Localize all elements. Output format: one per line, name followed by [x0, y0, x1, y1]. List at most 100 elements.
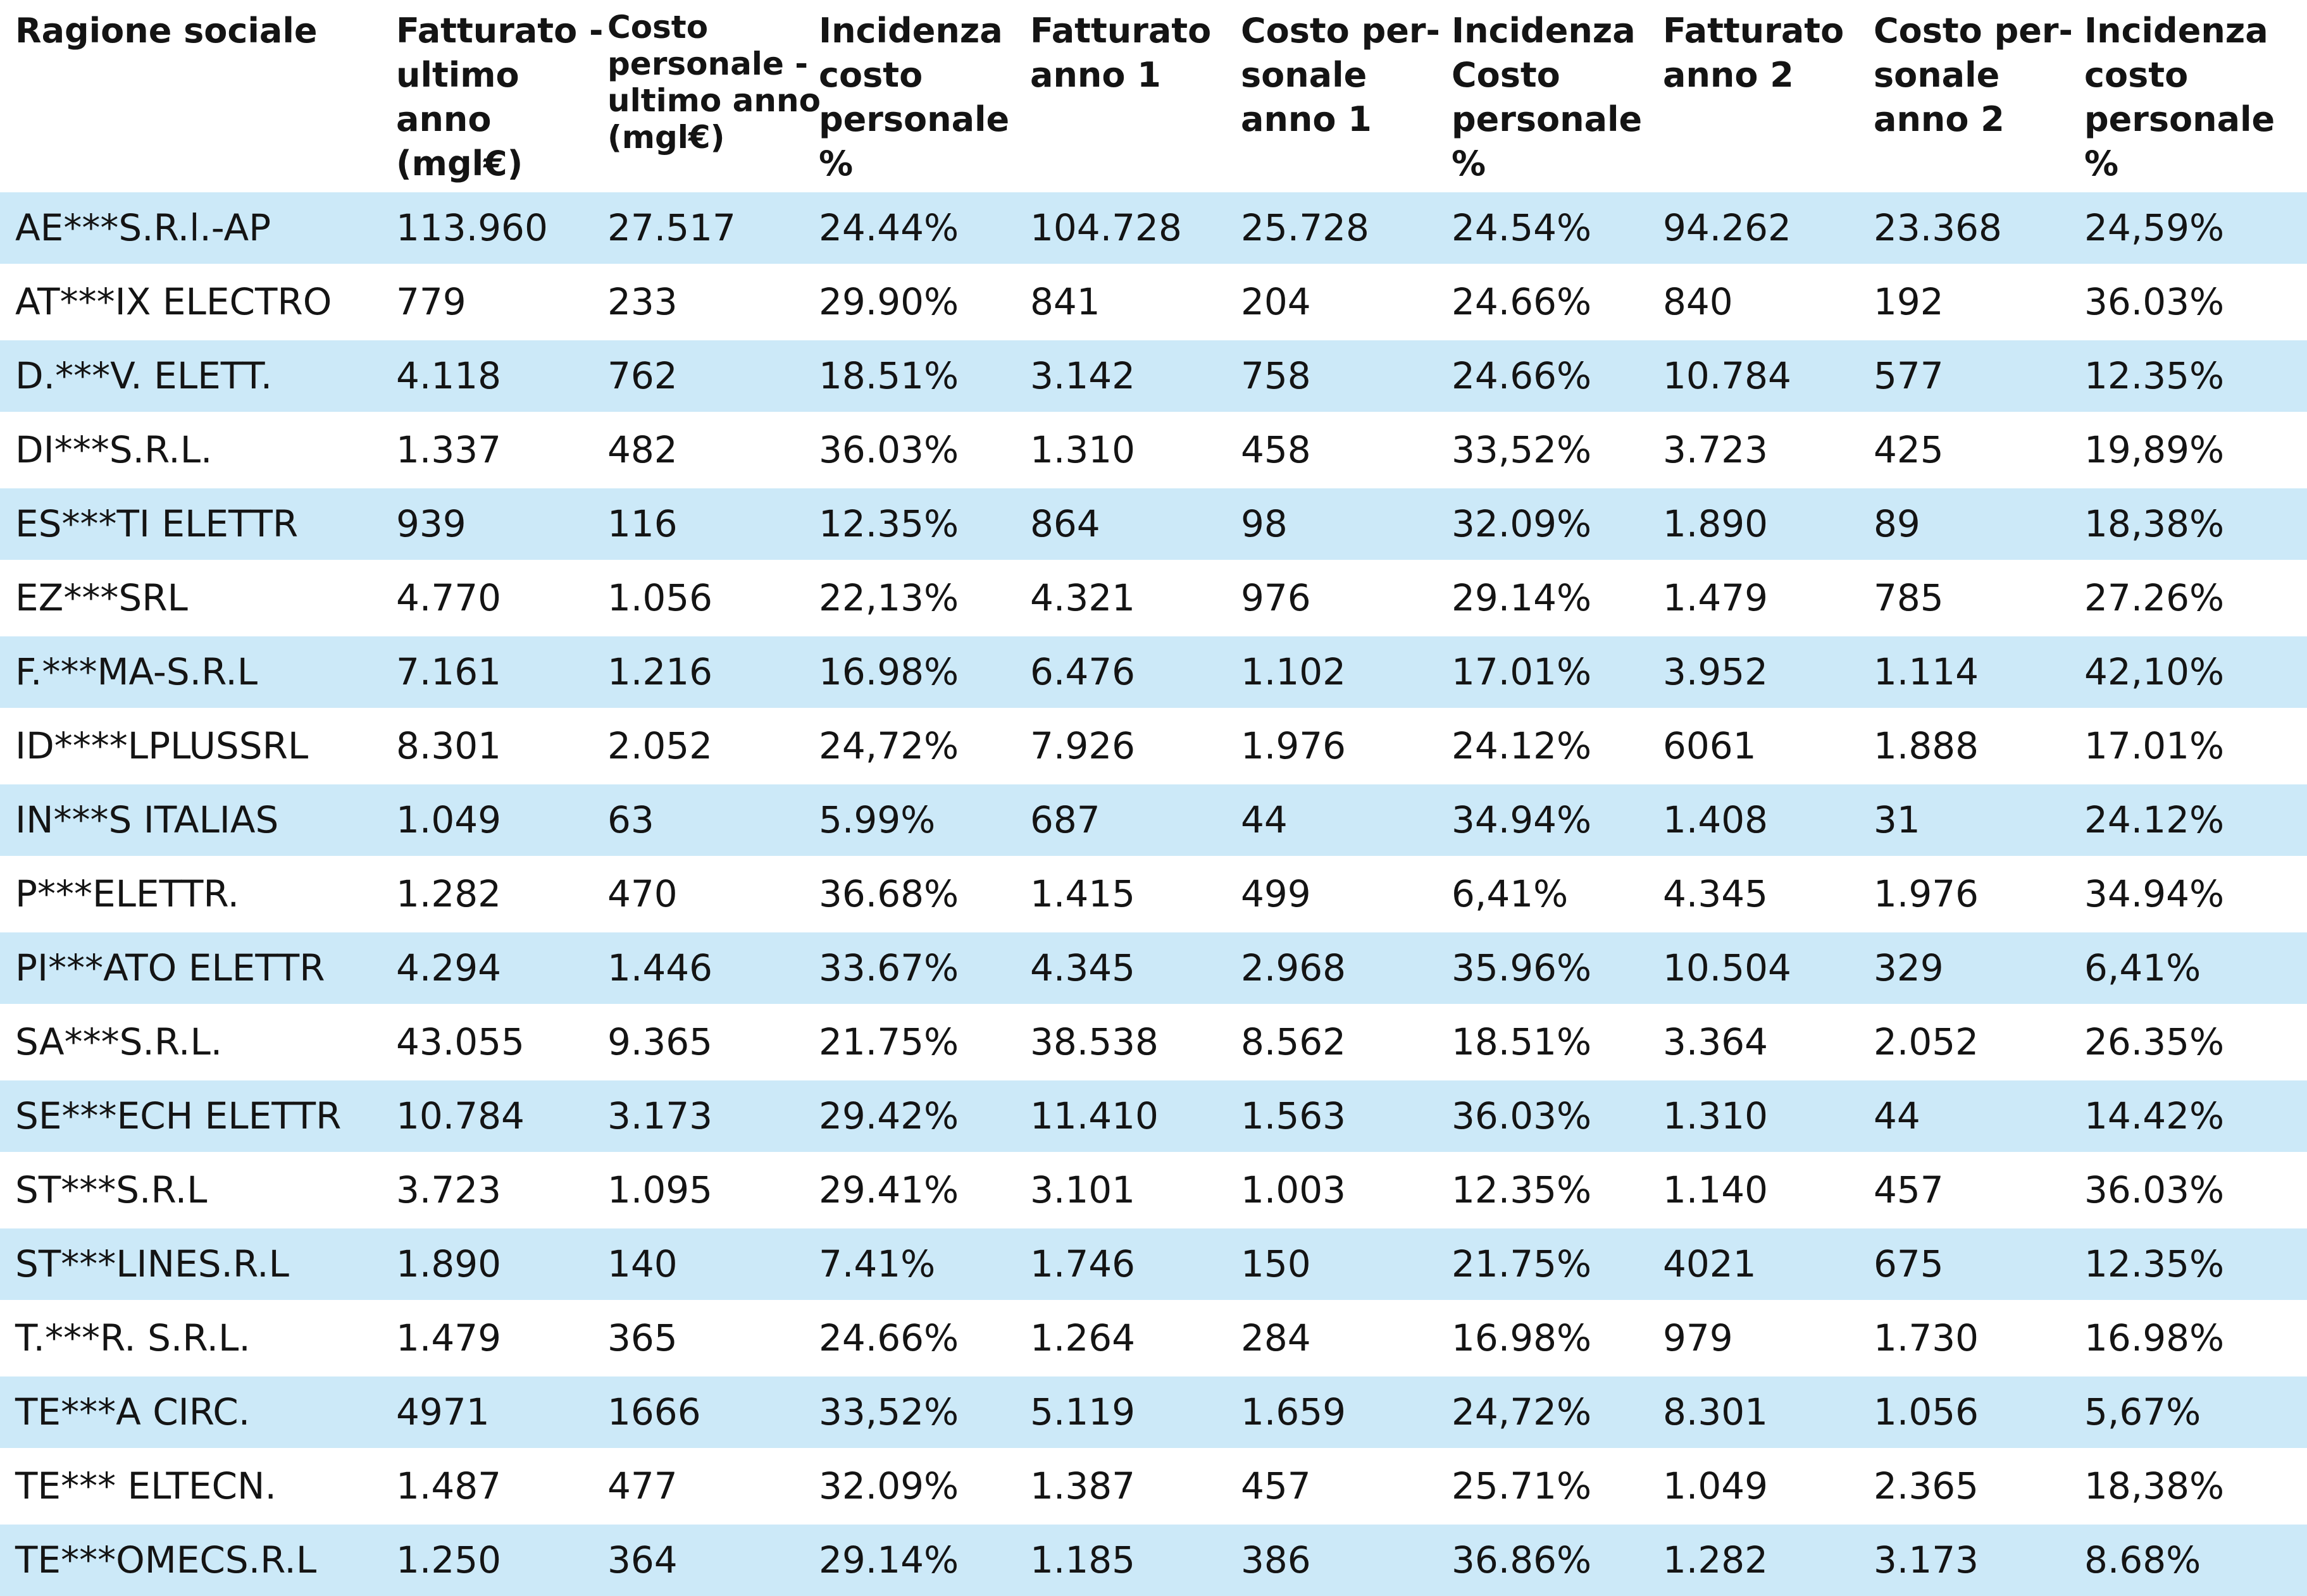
- cell-incidenza-anno-2: 16.98%: [2084, 1316, 2225, 1359]
- cell-costo-personale-anno-2: 577: [1874, 354, 1944, 397]
- cell-incidenza-anno-1: 35.96%: [1452, 946, 1592, 989]
- cell-costo-personale-anno-2: 1.976: [1874, 872, 1979, 915]
- cell-costo-personale-anno-1: 44: [1241, 798, 1288, 841]
- header-ragione-sociale: Ragione sociale: [15, 11, 318, 51]
- table-row: D.***V. ELETT. 4.118 762 18.51% 3.142 758 24.6…: [0, 338, 2307, 412]
- cell-fatturato-ultimo-anno: 4.294: [396, 946, 502, 989]
- cell-incidenza-anno-2: 36.03%: [2084, 1168, 2225, 1211]
- cell-ragione-sociale: EZ***SRL: [15, 576, 188, 619]
- cell-incidenza-ultimo-anno: 24.44%: [819, 206, 959, 249]
- cell-incidenza-anno-1: 24,72%: [1452, 1390, 1592, 1433]
- table-row: SE***ECH ELETTR 10.784 3.173 29.42% 11.410 1.…: [0, 1078, 2307, 1152]
- cell-fatturato-anno-1: 1.746: [1030, 1242, 1136, 1285]
- cell-costo-personale-ultimo-anno: 365: [607, 1316, 678, 1359]
- cell-costo-personale-anno-2: 192: [1874, 280, 1944, 323]
- cell-fatturato-ultimo-anno: 8.301: [396, 724, 502, 767]
- cell-incidenza-ultimo-anno: 7.41%: [819, 1242, 936, 1285]
- cell-fatturato-ultimo-anno: 1.479: [396, 1316, 502, 1359]
- cell-incidenza-anno-1: 25.71%: [1452, 1464, 1592, 1507]
- cell-costo-personale-anno-2: 1.888: [1874, 724, 1979, 767]
- cell-costo-personale-ultimo-anno: 233: [607, 280, 678, 323]
- table-row: ES***TI ELETTR 939 116 12.35% 864 98 32.09% 1.8…: [0, 486, 2307, 560]
- cell-fatturato-anno-1: 864: [1030, 502, 1100, 545]
- cell-fatturato-anno-1: 5.119: [1030, 1390, 1136, 1433]
- cell-fatturato-ultimo-anno: 4.118: [396, 354, 502, 397]
- cell-fatturato-anno-1: 38.538: [1030, 1020, 1159, 1063]
- cell-fatturato-anno-2: 10.784: [1663, 354, 1791, 397]
- cell-fatturato-anno-1: 3.101: [1030, 1168, 1136, 1211]
- table-row: AE***S.R.l.-AP 113.960 27.517 24.44% 104.728…: [0, 190, 2307, 264]
- cell-incidenza-anno-1: 32.09%: [1452, 502, 1592, 545]
- cell-costo-personale-anno-1: 1.102: [1241, 650, 1346, 693]
- cell-fatturato-anno-2: 94.262: [1663, 206, 1791, 249]
- cell-incidenza-ultimo-anno: 36.03%: [819, 428, 959, 471]
- cell-costo-personale-ultimo-anno: 1.095: [607, 1168, 713, 1211]
- header-fatturato-anno-1: Fatturato anno 1: [1030, 11, 1212, 95]
- cell-costo-personale-anno-2: 1.114: [1874, 650, 1979, 693]
- cell-fatturato-anno-2: 3.723: [1663, 428, 1769, 471]
- cell-fatturato-anno-2: 8.301: [1663, 1390, 1769, 1433]
- cell-incidenza-anno-1: 36.86%: [1452, 1538, 1592, 1581]
- cell-fatturato-ultimo-anno: 10.784: [396, 1094, 525, 1137]
- cell-fatturato-anno-1: 1.185: [1030, 1538, 1136, 1581]
- cell-fatturato-anno-1: 3.142: [1030, 354, 1136, 397]
- cell-incidenza-anno-1: 6,41%: [1452, 872, 1569, 915]
- cell-fatturato-anno-2: 1.310: [1663, 1094, 1769, 1137]
- cell-costo-personale-anno-2: 457: [1874, 1168, 1944, 1211]
- cell-costo-personale-ultimo-anno: 140: [607, 1242, 678, 1285]
- cell-costo-personale-anno-2: 425: [1874, 428, 1944, 471]
- cell-fatturato-ultimo-anno: 1.890: [396, 1242, 502, 1285]
- cell-ragione-sociale: ID****LPLUSSRL: [15, 724, 309, 767]
- cell-incidenza-anno-2: 12.35%: [2084, 1242, 2225, 1285]
- cell-costo-personale-anno-1: 386: [1241, 1538, 1311, 1581]
- cell-fatturato-anno-1: 841: [1030, 280, 1100, 323]
- table-row: ST***S.R.L 3.723 1.095 29.41% 3.101 1.003 12.3…: [0, 1152, 2307, 1226]
- cell-fatturato-anno-1: 4.321: [1030, 576, 1136, 619]
- cell-costo-personale-anno-1: 25.728: [1241, 206, 1369, 249]
- cell-fatturato-anno-2: 840: [1663, 280, 1733, 323]
- cell-costo-personale-anno-1: 98: [1241, 502, 1288, 545]
- cell-incidenza-anno-2: 8.68%: [2084, 1538, 2201, 1581]
- cell-incidenza-anno-1: 24.66%: [1452, 280, 1592, 323]
- cell-fatturato-anno-2: 1.282: [1663, 1538, 1769, 1581]
- cell-fatturato-anno-1: 687: [1030, 798, 1100, 841]
- cell-costo-personale-anno-1: 976: [1241, 576, 1311, 619]
- cell-fatturato-anno-2: 10.504: [1663, 946, 1791, 989]
- cell-fatturato-anno-2: 1.049: [1663, 1464, 1769, 1507]
- cell-incidenza-anno-2: 36.03%: [2084, 280, 2225, 323]
- cell-costo-personale-anno-1: 457: [1241, 1464, 1311, 1507]
- cell-costo-personale-anno-1: 458: [1241, 428, 1311, 471]
- cell-fatturato-ultimo-anno: 4.770: [396, 576, 502, 619]
- table-row: EZ***SRL 4.770 1.056 22,13% 4.321 976 29.14% 1.…: [0, 560, 2307, 634]
- header-incidenza-anno-1: Incidenza Costo personale %: [1452, 11, 1643, 183]
- cell-incidenza-anno-1: 24.66%: [1452, 354, 1592, 397]
- cell-incidenza-anno-2: 5,67%: [2084, 1390, 2201, 1433]
- cell-fatturato-anno-2: 4.345: [1663, 872, 1769, 915]
- cell-incidenza-ultimo-anno: 33,52%: [819, 1390, 959, 1433]
- cell-costo-personale-anno-2: 675: [1874, 1242, 1944, 1285]
- cell-ragione-sociale: TE***A CIRC.: [15, 1390, 251, 1433]
- cell-costo-personale-anno-2: 31: [1874, 798, 1920, 841]
- cell-incidenza-anno-2: 24.12%: [2084, 798, 2225, 841]
- cell-incidenza-ultimo-anno: 16.98%: [819, 650, 959, 693]
- cell-costo-personale-anno-2: 23.368: [1874, 206, 2002, 249]
- cell-costo-personale-anno-1: 499: [1241, 872, 1311, 915]
- cell-costo-personale-anno-2: 3.173: [1874, 1538, 1979, 1581]
- cell-fatturato-ultimo-anno: 7.161: [396, 650, 502, 693]
- table-row: ST***LINES.R.L 1.890 140 7.41% 1.746 150 21.75…: [0, 1226, 2307, 1300]
- cell-ragione-sociale: SA***S.R.L.: [15, 1020, 223, 1063]
- cell-incidenza-ultimo-anno: 29.14%: [819, 1538, 959, 1581]
- cell-incidenza-anno-1: 12.35%: [1452, 1168, 1592, 1211]
- cell-ragione-sociale: SE***ECH ELETTR: [15, 1094, 342, 1137]
- cell-incidenza-anno-1: 18.51%: [1452, 1020, 1592, 1063]
- cell-incidenza-ultimo-anno: 29.90%: [819, 280, 959, 323]
- cell-incidenza-ultimo-anno: 36.68%: [819, 872, 959, 915]
- cell-incidenza-ultimo-anno: 29.41%: [819, 1168, 959, 1211]
- table-row: SA***S.R.L. 43.055 9.365 21.75% 38.538 8.562 1…: [0, 1004, 2307, 1078]
- table-row: DI***S.R.L. 1.337 482 36.03% 1.310 458 33,52% 3…: [0, 412, 2307, 486]
- cell-incidenza-anno-1: 24.12%: [1452, 724, 1592, 767]
- cell-costo-personale-anno-1: 758: [1241, 354, 1311, 397]
- cell-costo-personale-ultimo-anno: 1.216: [607, 650, 713, 693]
- cell-fatturato-anno-2: 3.364: [1663, 1020, 1769, 1063]
- cell-costo-personale-anno-1: 1.563: [1241, 1094, 1346, 1137]
